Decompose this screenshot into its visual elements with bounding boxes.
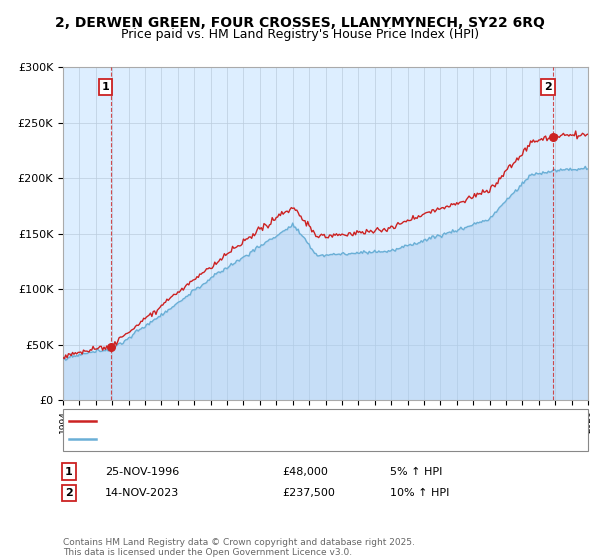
- Text: 2, DERWEN GREEN, FOUR CROSSES, LLANYMYNECH, SY22 6RQ (semi-detached house): 2, DERWEN GREEN, FOUR CROSSES, LLANYMYNE…: [100, 416, 552, 426]
- Text: Contains HM Land Registry data © Crown copyright and database right 2025.
This d: Contains HM Land Registry data © Crown c…: [63, 538, 415, 557]
- Text: 2: 2: [544, 82, 552, 92]
- Text: 2, DERWEN GREEN, FOUR CROSSES, LLANYMYNECH, SY22 6RQ: 2, DERWEN GREEN, FOUR CROSSES, LLANYMYNE…: [55, 16, 545, 30]
- Text: 2: 2: [65, 488, 73, 498]
- Text: £237,500: £237,500: [282, 488, 335, 498]
- Text: 25-NOV-1996: 25-NOV-1996: [105, 466, 179, 477]
- Text: Price paid vs. HM Land Registry's House Price Index (HPI): Price paid vs. HM Land Registry's House …: [121, 28, 479, 41]
- Text: 5% ↑ HPI: 5% ↑ HPI: [390, 466, 442, 477]
- Text: £48,000: £48,000: [282, 466, 328, 477]
- Text: 1: 1: [65, 466, 73, 477]
- Text: HPI: Average price, semi-detached house, Powys: HPI: Average price, semi-detached house,…: [100, 434, 354, 444]
- Point: [106, 343, 115, 352]
- Text: 10% ↑ HPI: 10% ↑ HPI: [390, 488, 449, 498]
- Point: [548, 132, 558, 141]
- Text: 1: 1: [102, 82, 110, 92]
- Text: 14-NOV-2023: 14-NOV-2023: [105, 488, 179, 498]
